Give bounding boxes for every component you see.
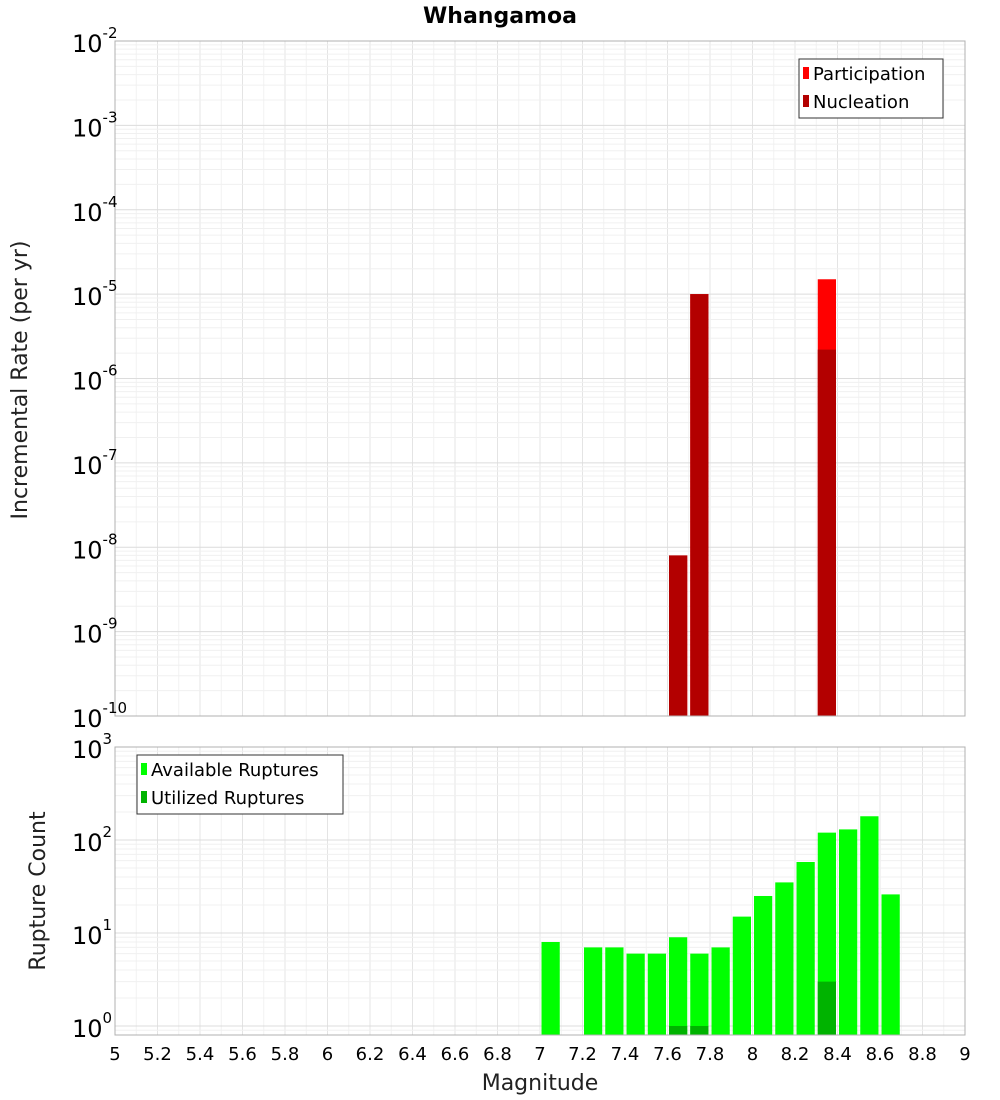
bar	[669, 1025, 688, 1035]
y-tick-labels: 10-2 10-3 10-4 10-5 10-6 10-7 10-8 10-9 10-10	[72, 24, 127, 733]
legend-entry: Utilized Ruptures	[151, 788, 304, 809]
x-tick-label: 7	[534, 1044, 545, 1065]
x-tick-label: 8.6	[866, 1044, 895, 1065]
x-tick-label: 8	[747, 1044, 758, 1065]
y-tick-label: 10-7	[72, 446, 118, 480]
x-tick-label: 8.8	[908, 1044, 937, 1065]
y-tick-label: 102	[72, 823, 112, 857]
bar	[732, 916, 751, 1035]
bar	[881, 894, 900, 1035]
y-tick-label: 100	[72, 1009, 112, 1043]
series-nucleation	[669, 294, 836, 716]
x-tick-label: 6.8	[483, 1044, 512, 1065]
legend: Available Ruptures Utilized Ruptures	[136, 754, 344, 815]
legend-swatch	[141, 763, 147, 775]
y-tick-label: 10-9	[72, 615, 118, 649]
x-tick-label: 7.8	[696, 1044, 725, 1065]
y-tick-label: 10-4	[72, 193, 118, 227]
x-tick-label: 8.2	[781, 1044, 810, 1065]
bar	[690, 1025, 709, 1035]
legend: Participation Nucleation	[798, 58, 944, 119]
legend-entry: Nucleation	[813, 92, 909, 113]
bar	[647, 953, 666, 1035]
x-tick-label: 7.6	[653, 1044, 682, 1065]
x-tick-label: 6.2	[356, 1044, 385, 1065]
legend-entry: Available Ruptures	[151, 760, 319, 781]
x-tick-label: 6.4	[398, 1044, 427, 1065]
y-tick-label: 103	[72, 730, 112, 764]
bar	[605, 947, 624, 1035]
bar	[626, 953, 645, 1035]
legend-swatch	[803, 95, 809, 107]
bar	[690, 294, 709, 716]
x-tick-label: 7.4	[611, 1044, 640, 1065]
x-tick-label: 6.6	[441, 1044, 470, 1065]
bar	[775, 882, 794, 1035]
x-axis-label: Magnitude	[482, 1071, 599, 1096]
grid	[114, 40, 966, 717]
y-tick-label: 10-10	[72, 699, 127, 733]
y-tick-label: 10-2	[72, 24, 118, 58]
x-tick-label: 5.2	[143, 1044, 172, 1065]
y-tick-label: 10-6	[72, 362, 118, 396]
bar	[817, 349, 836, 716]
bar	[711, 947, 730, 1035]
x-tick-label: 5.8	[271, 1044, 300, 1065]
chart-title: Whangamoa	[423, 4, 577, 29]
x-tick-label: 8.4	[823, 1044, 852, 1065]
legend-box	[136, 754, 344, 815]
bar	[860, 816, 879, 1035]
bar	[754, 895, 773, 1035]
bar	[669, 555, 688, 716]
x-tick-label: 5	[109, 1044, 120, 1065]
plot-frame	[114, 746, 966, 1036]
legend-box	[798, 58, 944, 119]
legend-swatch	[803, 67, 809, 79]
legend-entry: Participation	[813, 64, 925, 85]
y-tick-labels: 103 102 101 100	[72, 730, 112, 1043]
y-axis-label: Rupture Count	[26, 811, 51, 971]
x-tick-label: 5.4	[186, 1044, 215, 1065]
bar	[839, 829, 858, 1035]
bar	[690, 953, 709, 1035]
bar	[541, 942, 560, 1035]
bar	[817, 981, 836, 1035]
plot-frame	[114, 40, 966, 717]
bar	[796, 861, 815, 1035]
x-tick-label: 9	[959, 1044, 970, 1065]
y-tick-label: 10-3	[72, 108, 118, 142]
y-axis-label: Incremental Rate (per yr)	[8, 241, 33, 520]
y-tick-label: 10-8	[72, 530, 118, 564]
y-tick-label: 10-5	[72, 277, 118, 311]
x-tick-labels: 5 5.2 5.4 5.6 5.8 6 6.2 6.4 6.6 6.8 7 7.2 7.4 7.6 7.8 8…	[109, 1044, 970, 1065]
legend-swatch	[141, 791, 147, 803]
y-tick-label: 101	[72, 916, 112, 950]
x-tick-label: 6	[322, 1044, 333, 1065]
series-utilized-ruptures	[669, 981, 836, 1035]
bar	[669, 937, 688, 1035]
incremental-rate-panel: 10-2 10-3 10-4 10-5 10-6 10-7 10-8 10-9 10-10 Inc…	[8, 24, 966, 733]
x-tick-label: 5.6	[228, 1044, 257, 1065]
x-tick-label: 7.2	[568, 1044, 597, 1065]
bar	[584, 947, 603, 1035]
rupture-count-panel: 103 102 101 100 Rupture Count Available Ruptu…	[26, 730, 966, 1043]
